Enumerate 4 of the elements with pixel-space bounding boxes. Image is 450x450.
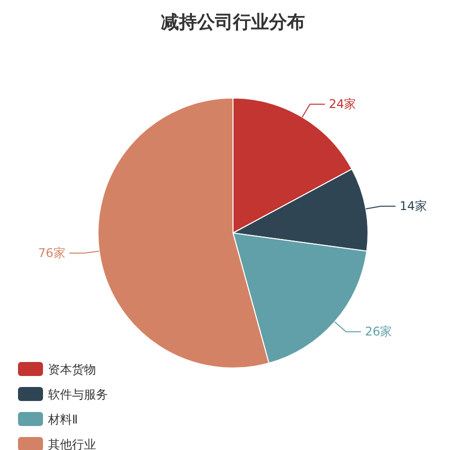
title: 减持公司行业分布 bbox=[161, 12, 305, 33]
legend-label: 资本货物 bbox=[48, 362, 96, 376]
legend-label: 材料Ⅱ bbox=[47, 412, 78, 426]
legend-label: 软件与服务 bbox=[48, 388, 108, 402]
